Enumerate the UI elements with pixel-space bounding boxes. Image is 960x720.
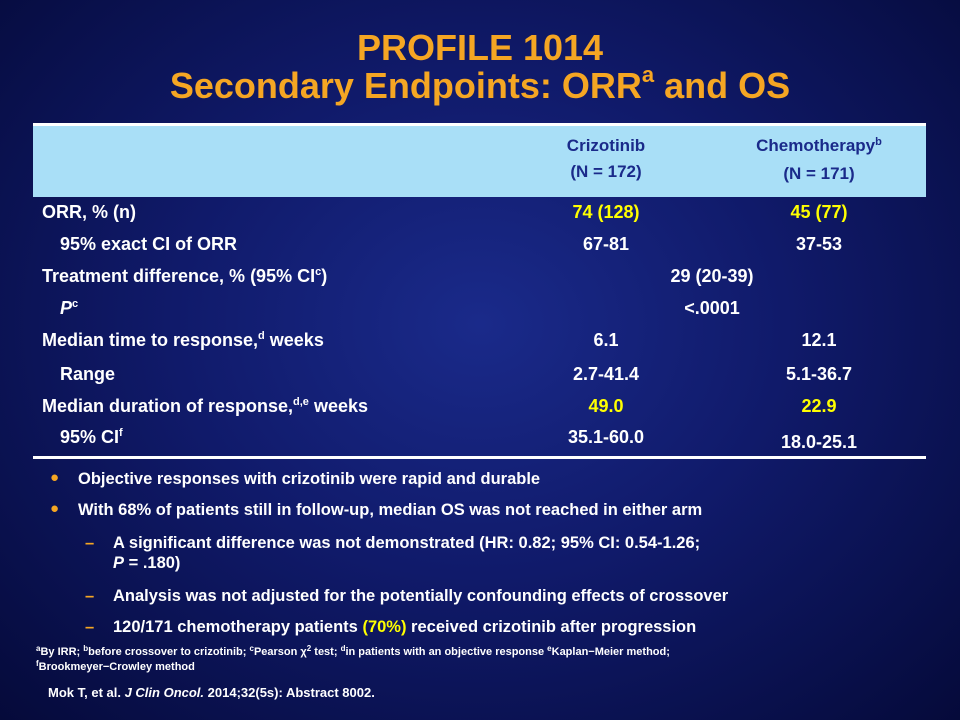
p-value-text: = .180) — [124, 554, 181, 572]
chemotherapy-value: 12.1 — [801, 330, 837, 350]
table-row-p-value: Pc <.0001 — [33, 292, 926, 324]
highlight-percent: (70%) — [362, 618, 407, 636]
table-row-median-duration-of-response: Median duration of response,d,e weeks 49… — [33, 390, 926, 422]
row-label: Pc — [60, 292, 78, 327]
bullet-dot-icon: ● — [50, 500, 60, 517]
label-text-end: weeks — [308, 396, 368, 416]
table-row-median-time-to-response: Median time to response,d weeks 6.1 12.1 — [33, 324, 926, 356]
row-label: Range — [60, 364, 116, 384]
citation-details: 2014;32(5s): Abstract 8002. — [204, 685, 375, 700]
table-row-orr: ORR, % (n) 74 (128) 45 (77) — [33, 196, 926, 228]
bullet-dot-icon: ● — [50, 469, 60, 486]
fn-text: Brookmeyer−Crowley method — [38, 661, 195, 673]
crizotinib-value: 6.1 — [593, 330, 619, 350]
chemotherapy-label-line: Chemotherapyb — [723, 133, 915, 161]
fn-sup: 2 — [306, 644, 312, 653]
label-text-end: weeks — [264, 330, 324, 350]
fn-sup: c — [249, 644, 254, 653]
label-superscript: c — [315, 266, 322, 278]
fn-sup: b — [83, 644, 89, 653]
table-row-treatment-difference: Treatment difference, % (95% CIc) 29 (20… — [33, 260, 926, 292]
label-text-end: ) — [321, 266, 328, 286]
label-text: 95% CI — [60, 427, 120, 447]
title-end-text: and OS — [654, 65, 791, 106]
slide-title-line2: Secondary Endpoints: ORRa and OS — [0, 62, 960, 111]
fn-text: Kaplan−Meier method; — [551, 646, 670, 658]
table-bottom-rule — [33, 456, 926, 459]
p-italic: P — [113, 554, 125, 572]
fn-text: in patients with an objective response — [345, 646, 548, 658]
citation-authors: Mok T, et al. — [48, 685, 125, 700]
label-text: Median duration of response, — [42, 396, 294, 416]
fn-text: By IRR; — [40, 646, 84, 658]
fn-sup: e — [547, 644, 552, 653]
label-text: P — [60, 298, 73, 318]
label-superscript: f — [119, 427, 123, 439]
row-label: 95% CIf — [60, 421, 123, 456]
crizotinib-value: 67-81 — [582, 234, 630, 254]
chemotherapy-superscript: b — [875, 136, 882, 148]
title-main-text: Secondary Endpoints: ORR — [169, 65, 642, 106]
table-row-ci-dor: 95% CIf 35.1-60.0 18.0-25.1 — [33, 421, 926, 453]
bullet-2: With 68% of patients still in follow-up,… — [78, 501, 703, 519]
crizotinib-label: Crizotinib — [566, 136, 646, 155]
merged-value: 29 (20-39) — [670, 266, 754, 286]
crizotinib-value: 2.7-41.4 — [572, 364, 640, 384]
label-superscript: d,e — [293, 396, 309, 408]
title-superscript: a — [641, 62, 655, 87]
sub-bullet-1-line2: P = .180) — [113, 553, 180, 573]
crizotinib-column-header: Crizotinib (N = 172) — [541, 133, 671, 185]
sub-bullet-dash-icon: – — [85, 587, 95, 605]
row-label: ORR, % (n) — [42, 202, 136, 222]
fn-text: Pearson χ — [253, 646, 307, 658]
fn-sup: d — [340, 644, 346, 653]
sub-bullet-2: Analysis was not adjusted for the potent… — [113, 587, 729, 605]
fn-text: test; — [311, 646, 341, 658]
sub-bullet-3: 120/171 chemotherapy patients (70%) rece… — [113, 617, 696, 637]
chemotherapy-value: 37-53 — [795, 234, 843, 254]
fn-text: before crossover to crizotinib; — [88, 646, 250, 658]
chemotherapy-value: 45 (77) — [790, 202, 848, 222]
row-label: Median time to response,d weeks — [42, 324, 324, 359]
citation: Mok T, et al. J Clin Oncol. 2014;32(5s):… — [48, 685, 375, 700]
crizotinib-value: 49.0 — [588, 396, 624, 416]
row-label: Median duration of response,d,e weeks — [42, 390, 368, 425]
footnote-line2: fBrookmeyer−Crowley method — [36, 659, 195, 675]
footnote-line1: aBy IRR; bbefore crossover to crizotinib… — [36, 644, 670, 660]
fn-sup: a — [36, 644, 41, 653]
table-row-range: Range 2.7-41.4 5.1-36.7 — [33, 358, 926, 390]
crizotinib-n: (N = 172) — [570, 162, 642, 181]
chemotherapy-column-header: Chemotherapyb (N = 171) — [723, 133, 915, 187]
sub-bullet-1-line1: A significant difference was not demonst… — [113, 534, 701, 552]
merged-value: <.0001 — [684, 298, 740, 318]
sub-bullet-3-text: 120/171 chemotherapy patients — [113, 618, 363, 636]
chemotherapy-label: Chemotherapy — [756, 136, 876, 155]
sub-bullet-dash-icon: – — [85, 618, 95, 636]
chemotherapy-value: 5.1-36.7 — [785, 364, 853, 384]
chemotherapy-value: 18.0-25.1 — [780, 432, 858, 452]
sub-bullet-3-text-end: received crizotinib after progression — [406, 618, 697, 636]
table-header: Crizotinib (N = 172) Chemotherapyb (N = … — [33, 123, 926, 197]
slide-title-line1: PROFILE 1014 — [356, 27, 604, 68]
bullet-1: Objective responses with crizotinib were… — [78, 470, 541, 488]
label-text: Median time to response, — [42, 330, 259, 350]
label-superscript: c — [72, 298, 79, 310]
chemotherapy-n: (N = 171) — [783, 164, 855, 183]
sub-bullet-dash-icon: – — [85, 534, 95, 552]
crizotinib-value: 35.1-60.0 — [567, 427, 645, 447]
table-row-ci-orr: 95% exact CI of ORR 67-81 37-53 — [33, 228, 926, 260]
citation-journal: J Clin Oncol. — [124, 685, 205, 700]
row-label: Treatment difference, % (95% CIc) — [42, 260, 327, 295]
row-label: 95% exact CI of ORR — [60, 234, 238, 254]
label-superscript: d — [258, 330, 265, 342]
label-text: Treatment difference, % (95% CI — [42, 266, 316, 286]
fn-sup: f — [36, 659, 39, 668]
chemotherapy-value: 22.9 — [801, 396, 837, 416]
crizotinib-value: 74 (128) — [572, 202, 640, 222]
